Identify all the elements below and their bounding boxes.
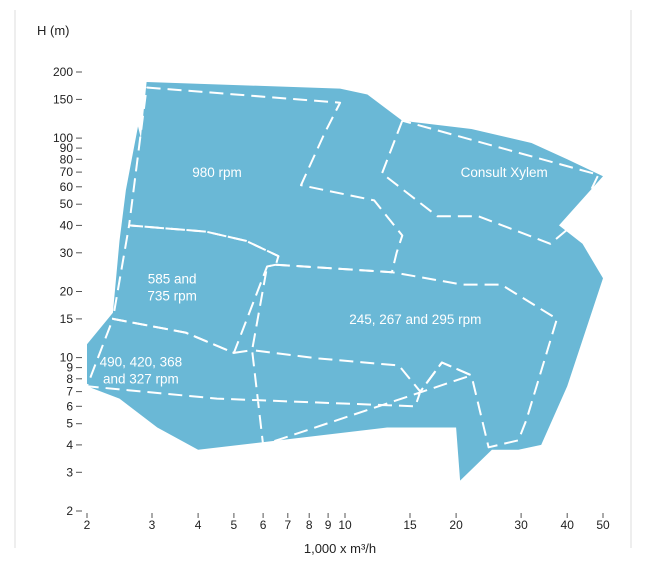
y-tick-label-4: 4 [66,438,73,452]
y-tick-label-50: 50 [60,197,74,211]
x-tick-label-10: 10 [338,518,352,532]
y-tick-label-80: 80 [60,152,74,166]
x-tick-label-15: 15 [403,518,417,532]
region-boundary-980-rpm [128,86,404,274]
y-tick-label-200: 200 [53,65,73,79]
region-labels: 980 rpm 585 and 735 rpm 245, 267 and 295 rp… [100,165,548,386]
region-label-245-267-and-295-rpm: 245, 267 and 295 rpm [349,312,481,327]
region-boundary-consult-xylem [381,119,600,245]
y-tick-label-2: 2 [66,504,73,518]
y-tick-label-30: 30 [60,246,74,260]
x-tick-label-5: 5 [231,518,238,532]
y-tick-label-40: 40 [60,218,74,232]
y-tick-label-6: 6 [66,399,73,413]
x-tick-label-40: 40 [561,518,575,532]
y-tick-label-15: 15 [60,312,74,326]
y-tick-label-5: 5 [66,417,73,431]
y-tick-label-20: 20 [60,285,74,299]
x-axis-title: 1,000 x m³/h [304,541,376,556]
x-tick-label-50: 50 [596,518,610,532]
region-label-585-and-735-rpm: 585 and 735 rpm [147,271,197,303]
x-tick-label-6: 6 [260,518,267,532]
x-tick-label-4: 4 [195,518,202,532]
y-tick-label-10: 10 [60,351,74,365]
y-tick-label-90: 90 [60,141,74,155]
x-axis: 2 3 4 5 6 7 8 9 10 15 20 30 40 50 [84,513,610,532]
region-label-consult-xylem: Consult Xylem [461,165,548,180]
region-boundary-490-420-368-and-327-rpm [86,317,473,446]
y-tick-label-100: 100 [53,131,73,145]
x-tick-label-2: 2 [84,518,91,532]
y-tick-label-60: 60 [60,180,74,194]
region-boundary-245-267-and-295-rpm [251,263,558,449]
x-tick-label-30: 30 [514,518,528,532]
region-label-490-420-368-and-327-rpm: 490, 420, 368 and 327 rpm [100,354,183,386]
x-tick-label-7: 7 [284,518,291,532]
y-axis-title: H (m) [37,23,70,38]
region-label-980-rpm: 980 rpm [192,165,242,180]
y-tick-label-8: 8 [66,372,73,386]
x-tick-label-9: 9 [325,518,332,532]
pump-performance-area [87,82,603,481]
x-tick-label-20: 20 [449,518,463,532]
x-tick-label-3: 3 [149,518,156,532]
x-tick-label-8: 8 [306,518,313,532]
y-tick-label-150: 150 [53,92,73,106]
y-tick-label-3: 3 [66,465,73,479]
y-tick-label-7: 7 [66,385,73,399]
y-tick-label-9: 9 [66,361,73,375]
region-boundary-lines [86,86,600,449]
region-boundary-585-and-735-rpm [111,224,280,354]
y-tick-label-70: 70 [60,165,74,179]
main-pump-area [87,82,603,481]
